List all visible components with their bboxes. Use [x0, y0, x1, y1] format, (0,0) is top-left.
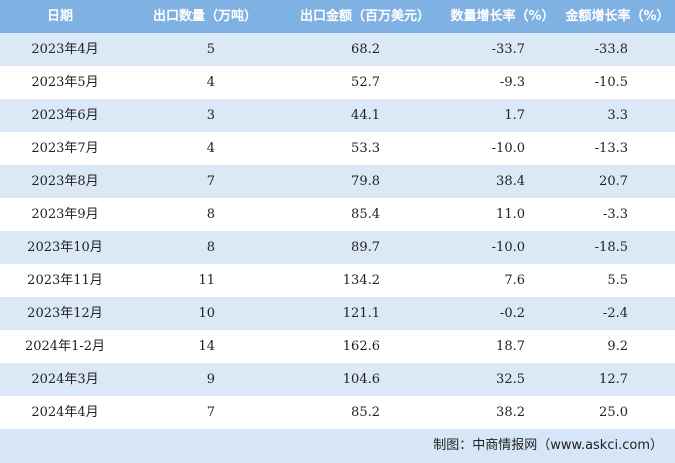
- cell-date: 2024年1-2月: [24, 339, 106, 354]
- cell-date: 2023年6月: [31, 108, 99, 123]
- cell-quantity: 3: [206, 108, 215, 123]
- cell-date: 2023年5月: [31, 75, 99, 90]
- cell-amount-growth: 25.0: [599, 405, 628, 420]
- cell-quantity-growth: 11.0: [496, 207, 525, 222]
- cell-quantity-growth: -33.7: [491, 42, 525, 57]
- source-text: 制图：中商情报网（www.askci.com）: [433, 438, 663, 453]
- cell-amount-growth: -18.5: [594, 240, 628, 255]
- cell-quantity: 11: [198, 273, 215, 288]
- header-quantity-growth: 数量增长率（%）: [450, 9, 555, 24]
- table-row: 2023年10月 8 89.7 -10.0 -18.5: [0, 231, 675, 264]
- cell-quantity-growth: 38.2: [496, 405, 525, 420]
- cell-date: 2024年4月: [31, 405, 99, 420]
- source-footer: 制图：中商情报网（www.askci.com）: [0, 429, 675, 463]
- cell-quantity: 9: [206, 372, 215, 387]
- cell-quantity: 7: [206, 174, 215, 189]
- cell-date: 2023年4月: [31, 42, 99, 57]
- table-row: 2023年9月 8 85.4 11.0 -3.3: [0, 198, 675, 231]
- cell-date: 2023年9月: [31, 207, 99, 222]
- cell-quantity-growth: 1.7: [504, 108, 525, 123]
- cell-quantity: 8: [206, 240, 215, 255]
- cell-quantity: 8: [206, 207, 215, 222]
- cell-quantity-growth: -10.0: [491, 240, 525, 255]
- cell-amount-growth: 9.2: [607, 339, 628, 354]
- cell-amount: 85.4: [351, 207, 380, 222]
- cell-amount: 162.6: [342, 339, 380, 354]
- cell-amount-growth: 3.3: [607, 108, 628, 123]
- cell-amount-growth: 12.7: [599, 372, 628, 387]
- cell-amount-growth: -13.3: [594, 141, 628, 156]
- table-row: 2023年11月 11 134.2 7.6 5.5: [0, 264, 675, 297]
- cell-amount: 44.1: [351, 108, 380, 123]
- cell-amount-growth: -2.4: [602, 306, 628, 321]
- cell-amount-growth: 5.5: [607, 273, 628, 288]
- cell-date: 2023年11月: [27, 273, 103, 288]
- table-header: 日期 出口数量（万吨） 出口金额（百万美元） 数量增长率（%） 金额增长率（%）: [0, 0, 675, 33]
- data-table: 日期 出口数量（万吨） 出口金额（百万美元） 数量增长率（%） 金额增长率（%）…: [0, 0, 675, 429]
- cell-quantity-growth: -9.3: [499, 75, 525, 90]
- cell-amount: 121.1: [342, 306, 380, 321]
- cell-amount: 85.2: [351, 405, 380, 420]
- table-row: 2024年4月 7 85.2 38.2 25.0: [0, 396, 675, 429]
- cell-date: 2023年10月: [27, 240, 103, 255]
- cell-quantity-growth: -10.0: [491, 141, 525, 156]
- cell-date: 2024年3月: [31, 372, 99, 387]
- cell-amount-growth: -33.8: [594, 42, 628, 57]
- cell-quantity: 5: [206, 42, 215, 57]
- cell-quantity: 10: [198, 306, 215, 321]
- cell-amount: 104.6: [342, 372, 380, 387]
- cell-quantity: 4: [206, 75, 215, 90]
- table-row: 2023年5月 4 52.7 -9.3 -10.5: [0, 66, 675, 99]
- cell-date: 2023年12月: [27, 306, 103, 321]
- cell-amount-growth: 20.7: [599, 174, 628, 189]
- table-row: 2023年8月 7 79.8 38.4 20.7: [0, 165, 675, 198]
- header-quantity: 出口数量（万吨）: [152, 9, 257, 24]
- cell-amount: 68.2: [351, 42, 380, 57]
- header-amount-growth: 金额增长率（%）: [565, 9, 670, 24]
- cell-quantity-growth: -0.2: [499, 306, 525, 321]
- cell-quantity-growth: 38.4: [496, 174, 525, 189]
- cell-amount-growth: -3.3: [602, 207, 628, 222]
- cell-quantity-growth: 32.5: [496, 372, 525, 387]
- table-row: 2023年12月 10 121.1 -0.2 -2.4: [0, 297, 675, 330]
- cell-date: 2023年7月: [31, 141, 99, 156]
- cell-date: 2023年8月: [31, 174, 99, 189]
- cell-amount-growth: -10.5: [594, 75, 628, 90]
- table-row: 2024年1-2月 14 162.6 18.7 9.2: [0, 330, 675, 363]
- table-row: 2024年3月 9 104.6 32.5 12.7: [0, 363, 675, 396]
- cell-quantity-growth: 18.7: [496, 339, 525, 354]
- cell-amount: 52.7: [351, 75, 380, 90]
- cell-quantity: 4: [206, 141, 215, 156]
- table-row: 2023年4月 5 68.2 -33.7 -33.8: [0, 33, 675, 66]
- cell-amount: 89.7: [351, 240, 380, 255]
- cell-amount: 79.8: [351, 174, 380, 189]
- cell-quantity: 14: [198, 339, 215, 354]
- header-date: 日期: [46, 9, 73, 24]
- header-amount: 出口金额（百万美元）: [299, 9, 430, 24]
- cell-amount: 53.3: [351, 141, 380, 156]
- table-row: 2023年6月 3 44.1 1.7 3.3: [0, 99, 675, 132]
- table-row: 2023年7月 4 53.3 -10.0 -13.3: [0, 132, 675, 165]
- cell-amount: 134.2: [342, 273, 380, 288]
- cell-quantity: 7: [206, 405, 215, 420]
- cell-quantity-growth: 7.6: [504, 273, 525, 288]
